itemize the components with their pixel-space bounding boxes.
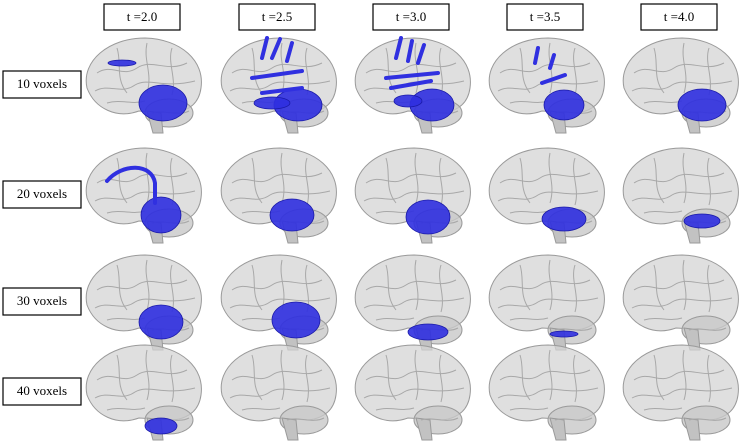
row-label-box — [2, 377, 82, 406]
brain-outline — [85, 254, 202, 351]
column-header: t =3.5 — [530, 9, 560, 24]
brain-outline — [85, 344, 202, 441]
row-label: 40 voxels — [17, 383, 67, 398]
brain-outline — [622, 147, 739, 244]
brain-outline — [488, 254, 605, 351]
column-header-box — [103, 3, 181, 31]
column-header-box — [640, 3, 718, 31]
column-header-box — [372, 3, 450, 31]
blue-tract — [270, 37, 282, 60]
blue-region — [140, 196, 182, 234]
brain-outline — [220, 344, 337, 441]
row-label-box — [2, 287, 82, 316]
blue-region — [138, 304, 184, 340]
blue-region — [405, 199, 451, 235]
brain-outline — [488, 37, 605, 134]
blue-tract — [406, 39, 414, 63]
brain-outline — [488, 344, 605, 441]
row-label-box — [2, 70, 82, 99]
brain-image — [622, 254, 739, 351]
blue-tract — [394, 36, 403, 60]
blue-region — [683, 213, 721, 229]
blue-region — [677, 88, 727, 122]
brain-image — [622, 37, 739, 134]
blue-region — [269, 198, 315, 232]
column-header-box — [238, 3, 316, 31]
brain-image — [488, 147, 605, 244]
brain-image — [354, 36, 471, 134]
blue-region — [138, 84, 188, 122]
brain-image — [354, 147, 471, 244]
brain-image — [220, 36, 337, 134]
blue-tract — [384, 71, 440, 80]
brain-image — [85, 147, 202, 244]
row-label: 10 voxels — [17, 76, 67, 91]
brain-grid — [85, 36, 739, 441]
brain-outline — [85, 37, 202, 134]
brain-image — [85, 254, 202, 351]
brain-image — [488, 254, 605, 351]
blue-region — [253, 96, 291, 110]
brain-outline — [220, 254, 337, 351]
row-label-box — [2, 180, 82, 209]
row-label: 30 voxels — [17, 293, 67, 308]
brain-outline — [622, 254, 739, 351]
brain-outline — [220, 147, 337, 244]
brain-image — [220, 254, 337, 351]
brain-image — [220, 147, 337, 244]
brain-image — [488, 37, 605, 134]
blue-tract — [389, 79, 433, 90]
blue-region — [271, 301, 321, 339]
blue-region — [543, 89, 585, 121]
column-header: t =2.5 — [262, 9, 292, 24]
brain-outline — [622, 37, 739, 134]
blue-region — [107, 59, 137, 67]
blue-tract — [260, 36, 269, 60]
brain-image — [354, 254, 471, 351]
blue-region — [144, 417, 178, 435]
brain-outline — [622, 344, 739, 441]
brain-outline — [354, 344, 471, 441]
blue-region — [549, 330, 579, 338]
blue-region — [407, 323, 449, 341]
blue-tract — [416, 43, 426, 65]
brain-image — [220, 344, 337, 441]
blue-region — [541, 206, 587, 232]
blue-tract — [548, 53, 556, 70]
brain-outline — [85, 147, 202, 244]
blue-tract — [105, 165, 157, 205]
brain-image — [85, 344, 202, 441]
column-header: t =4.0 — [664, 9, 694, 24]
row-label: 20 voxels — [17, 186, 67, 201]
brain-image — [488, 344, 605, 441]
brain-outline — [488, 147, 605, 244]
blue-region — [393, 94, 423, 108]
brain-image — [85, 37, 202, 134]
brain-image — [622, 147, 739, 244]
column-header: t =3.0 — [396, 9, 426, 24]
column-header-box — [506, 3, 584, 31]
column-header: t =2.0 — [127, 9, 157, 24]
blue-tract — [250, 69, 304, 80]
blue-tract — [260, 86, 304, 95]
blue-tract — [540, 73, 567, 85]
brain-outline — [220, 37, 337, 134]
brain-image — [354, 344, 471, 441]
blue-tract — [285, 41, 294, 63]
blue-tract — [533, 46, 540, 65]
brain-image — [622, 344, 739, 441]
